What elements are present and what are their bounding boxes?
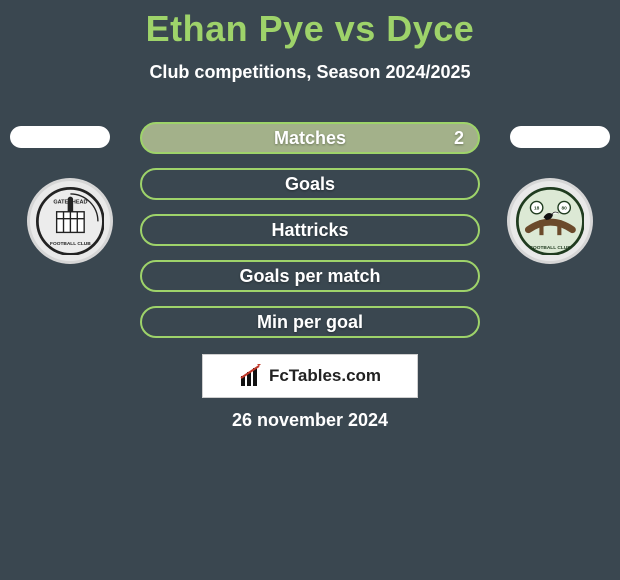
brand-box: FcTables.com xyxy=(202,354,418,398)
stat-pill: Goals xyxy=(140,168,480,200)
stat-label: Hattricks xyxy=(271,220,348,241)
stat-row: Goals xyxy=(0,168,620,200)
stat-pill: Min per goal xyxy=(140,306,480,338)
stat-label: Matches xyxy=(274,128,346,149)
page-title: Ethan Pye vs Dyce xyxy=(0,0,620,50)
stat-row: Min per goal xyxy=(0,306,620,338)
stat-row: Hattricks xyxy=(0,214,620,246)
brand-text: FcTables.com xyxy=(269,366,381,386)
page-subtitle: Club competitions, Season 2024/2025 xyxy=(0,62,620,83)
stat-label: Goals per match xyxy=(239,266,380,287)
brand-bars-icon xyxy=(239,364,263,388)
stat-value-right: 2 xyxy=(454,128,464,149)
stat-row: Goals per match xyxy=(0,260,620,292)
stat-row: Matches 2 xyxy=(0,122,620,154)
stat-label: Min per goal xyxy=(257,312,363,333)
stat-pill: Hattricks xyxy=(140,214,480,246)
date-line: 26 november 2024 xyxy=(0,410,620,431)
stat-label: Goals xyxy=(285,174,335,195)
stats-container: Matches 2 Goals Hattricks Goals per match Min… xyxy=(0,122,620,352)
stat-pill: Goals per match xyxy=(140,260,480,292)
stat-pill: Matches 2 xyxy=(140,122,480,154)
